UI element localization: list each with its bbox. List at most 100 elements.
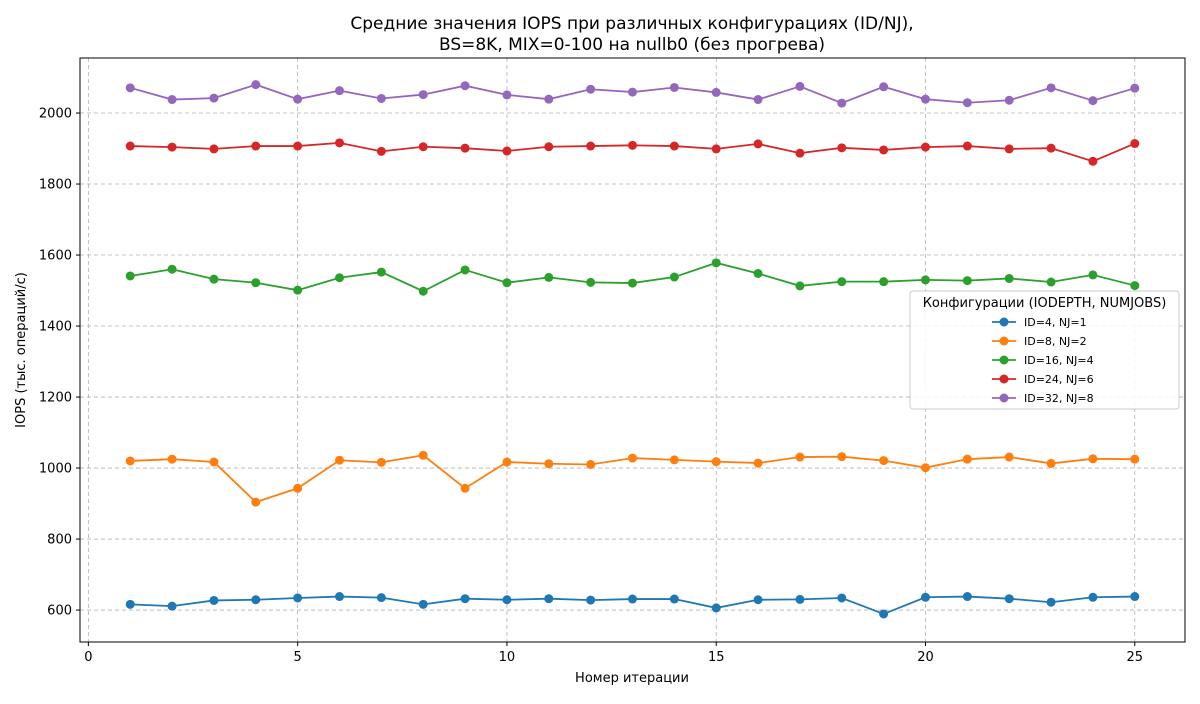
data-point	[586, 141, 596, 151]
legend-item: ID=4, NJ=1	[992, 316, 1087, 329]
legend-item: ID=32, NJ=8	[992, 392, 1094, 405]
data-point	[502, 595, 512, 605]
data-point	[628, 278, 637, 288]
data-point	[1130, 281, 1140, 291]
data-point	[251, 595, 261, 605]
data-point	[376, 267, 386, 277]
data-point	[837, 277, 847, 287]
data-point	[251, 80, 261, 90]
data-point	[376, 93, 386, 103]
data-point	[628, 87, 637, 97]
legend-label: ID=8, NJ=2	[1024, 335, 1087, 348]
data-point	[920, 463, 930, 473]
data-point	[1088, 156, 1098, 166]
data-point	[669, 272, 679, 282]
data-point	[376, 593, 386, 603]
data-point	[167, 601, 177, 611]
data-point	[335, 455, 345, 465]
data-point	[167, 264, 177, 274]
data-point	[753, 139, 763, 149]
data-point	[293, 141, 303, 151]
x-tick-label: 10	[499, 650, 516, 665]
legend-marker	[999, 374, 1009, 384]
data-point	[628, 594, 637, 604]
data-point	[1004, 95, 1014, 105]
data-point	[1088, 592, 1098, 602]
data-point	[920, 94, 930, 104]
data-point	[711, 603, 721, 613]
data-point	[460, 265, 470, 275]
data-point	[460, 81, 470, 91]
y-tick-label: 1200	[39, 391, 72, 406]
data-point	[879, 82, 889, 92]
data-point	[711, 457, 721, 467]
y-tick-label: 1800	[39, 178, 72, 193]
data-point	[1046, 458, 1056, 468]
data-point	[376, 457, 386, 467]
data-point	[418, 142, 428, 152]
series-2	[125, 450, 1140, 507]
y-tick-label: 1000	[39, 462, 72, 477]
data-point	[920, 592, 930, 602]
data-point	[1088, 454, 1098, 464]
y-tick-label: 1400	[39, 320, 72, 335]
x-tick-label: 25	[1126, 650, 1143, 665]
data-point	[879, 456, 889, 466]
data-point	[293, 483, 303, 493]
data-point	[962, 592, 972, 602]
chart-title-line-1: Средние значения IOPS при различных конф…	[350, 14, 913, 34]
data-point	[1130, 83, 1140, 93]
data-point	[209, 274, 219, 284]
plot-frame	[79, 57, 1186, 643]
data-point	[586, 277, 596, 287]
data-point	[669, 455, 679, 465]
x-tick-label: 5	[294, 650, 302, 665]
data-point	[586, 595, 596, 605]
data-point	[879, 609, 889, 619]
data-point	[167, 454, 177, 464]
data-point	[1130, 592, 1140, 602]
legend-item: ID=24, NJ=6	[992, 373, 1094, 386]
legend-marker	[999, 317, 1009, 327]
data-point	[795, 281, 805, 291]
data-point	[251, 497, 261, 507]
data-point	[753, 595, 763, 605]
data-point	[962, 98, 972, 108]
data-point	[502, 90, 512, 100]
data-point	[209, 93, 219, 103]
data-point	[1046, 597, 1056, 607]
data-point	[962, 454, 972, 464]
x-tick-label: 0	[84, 650, 92, 665]
data-point	[376, 146, 386, 156]
data-point	[544, 272, 554, 282]
data-point	[460, 143, 470, 153]
data-point	[920, 275, 930, 285]
legend-box	[909, 290, 1180, 410]
x-axis-label: Номер итерации	[575, 671, 689, 686]
x-tick-label: 15	[708, 650, 725, 665]
data-point	[837, 452, 847, 462]
data-point	[1004, 594, 1014, 604]
y-tick-label: 800	[47, 533, 72, 548]
data-point	[837, 143, 847, 153]
data-point	[586, 84, 596, 94]
data-point	[293, 593, 303, 603]
data-point	[962, 141, 972, 151]
data-point	[795, 594, 805, 604]
y-axis-ticks: 600 800 1000 1200 1400 1600 1800 2000	[39, 107, 80, 619]
data-point	[335, 86, 345, 96]
data-point	[460, 483, 470, 493]
data-point	[669, 594, 679, 604]
y-tick-label: 600	[47, 604, 72, 619]
data-point	[795, 452, 805, 462]
data-point	[1004, 273, 1014, 283]
data-point	[795, 148, 805, 158]
data-point	[1130, 139, 1140, 149]
data-point	[502, 457, 512, 467]
data-point	[1004, 452, 1014, 462]
legend-marker	[999, 336, 1009, 346]
legend-label: ID=32, NJ=8	[1024, 392, 1094, 405]
data-point	[753, 458, 763, 468]
y-tick-label: 1600	[39, 249, 72, 264]
